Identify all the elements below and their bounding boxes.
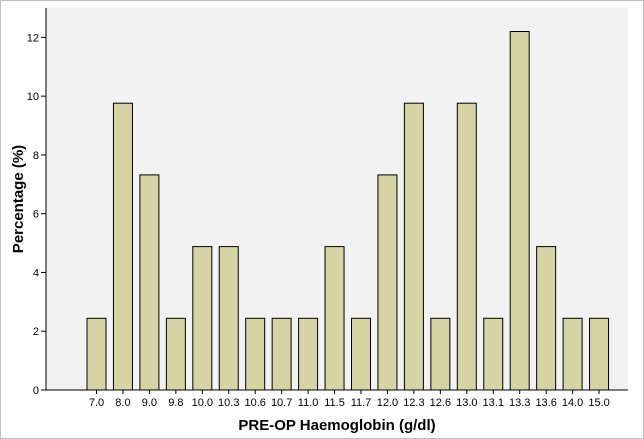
y-tick-label: 2 <box>33 326 39 338</box>
x-tick-label: 14.0 <box>562 397 583 409</box>
bar <box>245 317 266 391</box>
y-tick-label: 10 <box>27 91 39 103</box>
x-tick-label: 13.6 <box>535 397 556 409</box>
y-tick-label: 12 <box>27 32 39 44</box>
bar <box>271 317 292 391</box>
bar <box>483 317 504 391</box>
bar <box>509 31 530 391</box>
bar <box>351 317 371 391</box>
bar <box>562 317 583 391</box>
x-tick-label: 9.8 <box>168 397 183 409</box>
y-tick-label: 4 <box>33 267 39 279</box>
x-tick-label: 11.7 <box>351 397 372 409</box>
x-tick-label: 8.0 <box>115 397 130 409</box>
axes-group: 7.0 8.0 9.0 9.8 10.0 10.3 10.6 10.7 11.0 11.5 11.7… <box>27 8 628 409</box>
y-axis-title: Percentage (%) <box>10 145 27 253</box>
x-tick-label: 13.3 <box>509 397 530 409</box>
x-tick-label: 12.6 <box>430 397 451 409</box>
bar <box>218 246 239 391</box>
bar <box>456 102 477 391</box>
bar <box>112 102 133 391</box>
x-tick-label: 10.6 <box>244 397 265 409</box>
bar <box>192 246 213 391</box>
bar <box>430 317 451 391</box>
bar <box>377 174 398 391</box>
bar <box>536 246 557 391</box>
x-tick-label: 15.0 <box>588 397 609 409</box>
x-tick-label: 13.0 <box>456 397 477 409</box>
bar <box>86 317 107 391</box>
x-tick-label: 10.0 <box>192 397 213 409</box>
y-tick-label: 6 <box>33 209 39 221</box>
bar <box>589 317 610 391</box>
bars-group <box>86 31 610 391</box>
x-tick-label: 12.3 <box>403 397 424 409</box>
bar <box>139 174 160 391</box>
x-tick-label: 10.3 <box>218 397 239 409</box>
x-tick-label: 13.1 <box>483 397 504 409</box>
bar <box>298 317 319 391</box>
y-tick-label: 0 <box>33 385 39 397</box>
x-tick-label: 11.0 <box>298 397 319 409</box>
bar <box>403 102 424 391</box>
x-tick-label: 9.0 <box>142 397 157 409</box>
x-axis-title: PRE-OP Haemoglobin (g/dl) <box>238 417 435 434</box>
x-tick-label: 12.0 <box>377 397 398 409</box>
x-tick-label: 10.7 <box>271 397 292 409</box>
bar <box>324 246 345 391</box>
x-tick-label: 11.5 <box>324 397 345 409</box>
bar <box>165 317 186 391</box>
y-tick-label: 8 <box>33 150 39 162</box>
x-tick-label: 7.0 <box>89 397 104 409</box>
